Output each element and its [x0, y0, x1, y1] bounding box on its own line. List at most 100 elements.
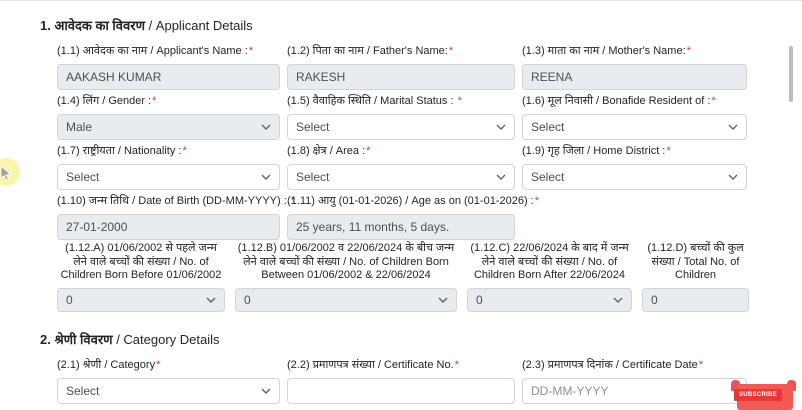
- field-father-name: (1.2) पिता का नाम / Father's Name:*: [287, 44, 515, 90]
- area-label: (1.8) क्षेत्र / Area :: [287, 145, 366, 157]
- scrollbar-thumb[interactable]: [789, 46, 793, 102]
- father-name-label: (1.2) पिता का नाम / Father's Name:: [287, 45, 448, 57]
- marital-status-selected-value: Select: [296, 120, 330, 134]
- certificate-no-label: (2.2) प्रमाणपत्र संख्या / Certificate No…: [287, 359, 454, 371]
- nationality-select[interactable]: Select: [57, 164, 280, 190]
- marital-status-select[interactable]: Select: [287, 114, 515, 140]
- applicant-name-input[interactable]: [57, 64, 280, 90]
- top-border: [0, 0, 802, 1]
- field-date-of-birth: (1.10) जन्म तिथि / Date of Birth (DD-MM-…: [57, 194, 295, 240]
- children-total-label: (1.12.D) बच्चों की कुल संख्या / Total No…: [647, 242, 744, 281]
- section-title-category-details: 2. श्रेणी विवरण / Category Details: [40, 332, 752, 348]
- field-bonafide-resident: (1.6) मूल निवासी / Bonafide Resident of …: [522, 94, 747, 140]
- section-title-applicant-details: 1. आवेदक का विवरण / Applicant Details: [40, 18, 752, 34]
- children-count-grid: (1.12.A) 01/06/2002 से पहले जन्म लेने वा…: [57, 242, 752, 312]
- chevron-down-icon: [261, 388, 271, 394]
- nationality-label: (1.7) राष्ट्रीयता / Nationality :: [57, 145, 182, 157]
- chevron-down-icon: [438, 297, 448, 303]
- field-spacer: [522, 194, 747, 240]
- required-asterisk: *: [457, 95, 462, 107]
- field-mother-name: (1.3) माता का नाम / Mother's Name:*: [522, 44, 747, 90]
- field-applicant-name: (1.1) आवेदक का नाम / Applicant's Name :*: [57, 44, 280, 90]
- children-total-input[interactable]: [642, 288, 749, 312]
- subscribe-overlay[interactable]: SUBSCRIBE: [730, 380, 800, 410]
- field-age: (1.11) आयु (01-01-2026) / Age as on (01-…: [287, 194, 539, 240]
- chevron-down-icon: [261, 174, 271, 180]
- certificate-date-input[interactable]: [522, 378, 747, 404]
- hand-icon: [731, 380, 740, 391]
- application-form: 1. आवेदक का विवरण / Applicant Details (1…: [40, 18, 752, 404]
- age-input: [287, 214, 515, 240]
- required-asterisk: *: [290, 195, 296, 207]
- chevron-down-icon: [496, 174, 506, 180]
- gender-label: (1.4) लिंग / Gender :: [57, 95, 152, 107]
- cursor-highlight: [0, 158, 20, 186]
- children-born-between-value: 0: [244, 293, 251, 307]
- area-select[interactable]: Select: [287, 164, 515, 190]
- chevron-down-icon: [728, 124, 738, 130]
- field-area: (1.8) क्षेत्र / Area :* Select: [287, 144, 515, 190]
- field-category: (2.1) श्रेणी / Category* Select: [57, 358, 280, 404]
- field-children-born-after: (1.12.C) 22/06/2024 के बाद में जन्म लेने…: [467, 242, 632, 312]
- certificate-date-label: (2.3) प्रमाणपत्र दिनांक / Certificate Da…: [522, 359, 698, 371]
- required-asterisk: *: [711, 95, 716, 107]
- date-of-birth-input[interactable]: [57, 214, 280, 240]
- children-born-after-select[interactable]: 0: [467, 288, 632, 312]
- chevron-down-icon: [206, 297, 216, 303]
- required-asterisk: *: [152, 95, 157, 107]
- marital-status-label: (1.5) वैवाहिक स्थिति / Marital Status :: [287, 95, 457, 107]
- bonafide-resident-label: (1.6) मूल निवासी / Bonafide Resident of …: [522, 95, 711, 107]
- applicant-fields-grid: (1.1) आवेदक का नाम / Applicant's Name :*…: [57, 44, 752, 240]
- required-asterisk: *: [454, 359, 459, 371]
- required-asterisk: *: [448, 45, 454, 57]
- field-gender: (1.4) लिंग / Gender :* Male: [57, 94, 280, 140]
- children-born-before-select[interactable]: 0: [57, 288, 225, 312]
- field-home-district: (1.9) गृह जिला / Home District :* Select: [522, 144, 747, 190]
- field-children-born-before: (1.12.A) 01/06/2002 से पहले जन्म लेने वा…: [57, 242, 225, 312]
- home-district-label: (1.9) गृह जिला / Home District :: [522, 145, 666, 157]
- required-asterisk: *: [156, 359, 161, 371]
- certificate-no-input[interactable]: [287, 378, 515, 404]
- category-select[interactable]: Select: [57, 378, 280, 404]
- chevron-down-icon: [613, 297, 623, 303]
- nationality-selected-value: Select: [66, 170, 100, 184]
- required-asterisk: *: [182, 145, 187, 157]
- gender-selected-value: Male: [66, 120, 93, 134]
- children-born-after-value: 0: [476, 293, 483, 307]
- subscribe-button[interactable]: SUBSCRIBE: [734, 389, 782, 401]
- required-asterisk: *: [534, 195, 539, 207]
- field-children-born-between: (1.12.B) 01/06/2002 व 22/06/2024 के बीच …: [235, 242, 457, 312]
- field-nationality: (1.7) राष्ट्रीयता / Nationality :* Selec…: [57, 144, 280, 190]
- age-label: (1.11) आयु (01-01-2026) / Age as on (01-…: [287, 195, 534, 207]
- category-label: (2.1) श्रेणी / Category: [57, 359, 156, 371]
- children-born-after-label: (1.12.C) 22/06/2024 के बाद में जन्म लेने…: [470, 242, 629, 281]
- father-name-input[interactable]: [287, 64, 515, 90]
- mother-name-label: (1.3) माता का नाम / Mother's Name:: [522, 45, 686, 57]
- bonafide-resident-selected-value: Select: [531, 120, 565, 134]
- field-certificate-date: (2.3) प्रमाणपत्र दिनांक / Certificate Da…: [522, 358, 747, 404]
- section-title-english: / Applicant Details: [144, 18, 253, 33]
- category-selected-value: Select: [66, 384, 100, 398]
- children-born-before-value: 0: [66, 293, 73, 307]
- chevron-down-icon: [496, 124, 506, 130]
- applicant-name-label: (1.1) आवेदक का नाम / Applicant's Name :: [57, 45, 248, 57]
- children-born-between-select[interactable]: 0: [235, 288, 457, 312]
- required-asterisk: *: [666, 145, 671, 157]
- area-selected-value: Select: [296, 170, 330, 184]
- date-of-birth-label: (1.10) जन्म तिथि / Date of Birth (DD-MM-…: [57, 195, 290, 207]
- required-asterisk: *: [698, 359, 704, 371]
- mother-name-input[interactable]: [522, 64, 747, 90]
- section-title-english: / Category Details: [112, 332, 220, 347]
- gender-select[interactable]: Male: [57, 114, 280, 140]
- field-marital-status: (1.5) वैवाहिक स्थिति / Marital Status : …: [287, 94, 515, 140]
- required-asterisk: *: [366, 145, 371, 157]
- children-born-between-label: (1.12.B) 01/06/2002 व 22/06/2024 के बीच …: [237, 242, 455, 281]
- category-fields-grid: (2.1) श्रेणी / Category* Select (2.2) प्…: [57, 358, 752, 404]
- home-district-select[interactable]: Select: [522, 164, 747, 190]
- bonafide-resident-select[interactable]: Select: [522, 114, 747, 140]
- required-asterisk: *: [248, 45, 254, 57]
- children-born-before-label: (1.12.A) 01/06/2002 से पहले जन्म लेने वा…: [60, 242, 222, 281]
- chevron-down-icon: [261, 124, 271, 130]
- section-title-hindi: 2. श्रेणी विवरण: [40, 332, 113, 347]
- required-asterisk: *: [686, 45, 691, 57]
